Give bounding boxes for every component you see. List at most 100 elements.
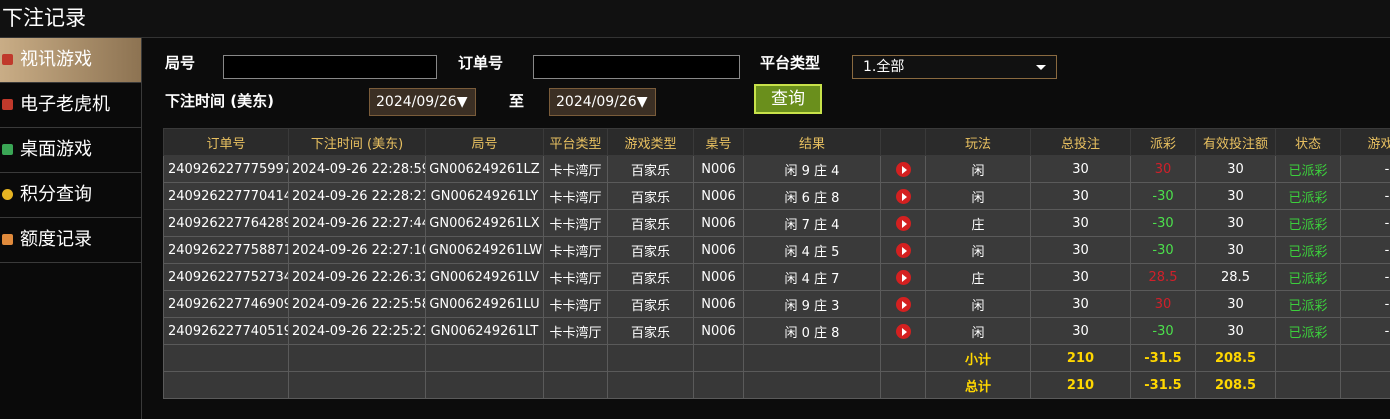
table-cell: 闲 6 庄 8 (743, 182, 881, 210)
sidebar-item[interactable]: 桌面游戏 (0, 128, 141, 173)
play-button[interactable] (895, 269, 911, 285)
table-cell: N006 (693, 236, 744, 264)
table-cell: 卡卡湾厅 (543, 236, 608, 264)
content: 局号 订单号 平台类型 1.全部 下注时间 (美东) 2024/09/26▼ 至… (143, 38, 1390, 419)
end-date[interactable]: 2024/09/26▼ (549, 88, 656, 116)
play-button[interactable] (895, 242, 911, 258)
table-cell: 30 (1130, 155, 1196, 183)
table-cell: 已派彩 (1275, 263, 1341, 291)
empty-cell (693, 371, 744, 399)
sidebar-item[interactable]: 视讯游戏 (0, 38, 141, 83)
icon-cell (880, 263, 926, 291)
sidebar-item[interactable]: 额度记录 (0, 218, 141, 263)
empty-cell (1340, 344, 1390, 372)
table-cell: - (1340, 236, 1390, 264)
table-cell: 已派彩 (1275, 236, 1341, 264)
table-cell: 百家乐 (607, 263, 694, 291)
platform-select[interactable]: 1.全部 (852, 55, 1057, 79)
total-valid-bet: 208.5 (1195, 371, 1276, 399)
table-cell: 240926227764289 (163, 209, 289, 237)
empty-cell (288, 344, 426, 372)
start-date[interactable]: 2024/09/26▼ (369, 88, 476, 116)
empty-cell (607, 344, 694, 372)
table-cell: 2024-09-26 22:25:58 (288, 290, 426, 318)
empty-cell (743, 371, 881, 399)
empty-cell (425, 371, 544, 399)
table-cell: 240926227770414 (163, 182, 289, 210)
icon-cell (880, 182, 926, 210)
column-header: 状态 (1275, 128, 1341, 156)
round-input[interactable] (223, 55, 437, 79)
empty-cell (1275, 344, 1341, 372)
table-cell: 卡卡湾厅 (543, 155, 608, 183)
table-cell: 30 (1030, 209, 1131, 237)
table-cell: - (1340, 182, 1390, 210)
table-row: 240926227746909 2024-09-26 22:25:58 GN0062… (163, 290, 1390, 318)
table-cell: 卡卡湾厅 (543, 263, 608, 291)
empty-cell (1275, 371, 1341, 399)
column-header: 桌号 (693, 128, 744, 156)
table-cell: 闲 (925, 155, 1031, 183)
table-cell: 240926227746909 (163, 290, 289, 318)
column-header: 下注时间 (美东) (288, 128, 426, 156)
order-input[interactable] (533, 55, 740, 79)
table-cell: N006 (693, 317, 744, 345)
empty-cell (543, 371, 608, 399)
table-cell: 闲 9 庄 3 (743, 290, 881, 318)
subtotal-label: 小计 (925, 344, 1031, 372)
table-wrap: 订单号 下注时间 (美东) 局号 平台类型 游戏类型 桌号 结果 玩法 总投注 派彩 有效投注额 状态… (163, 128, 1390, 400)
column-header: 游戏桌 (1340, 128, 1390, 156)
table-cell: 闲 4 庄 5 (743, 236, 881, 264)
table-cell: GN006249261LT (425, 317, 544, 345)
sidebar-item[interactable]: 电子老虎机 (0, 83, 141, 128)
table-cell: 闲 (925, 182, 1031, 210)
empty-cell (880, 371, 926, 399)
table-cell: 30 (1195, 317, 1276, 345)
play-button[interactable] (895, 188, 911, 204)
play-button[interactable] (895, 323, 911, 339)
table-cell: 30 (1195, 236, 1276, 264)
play-button[interactable] (895, 161, 911, 177)
column-header: 订单号 (163, 128, 289, 156)
table-cell: 卡卡湾厅 (543, 317, 608, 345)
empty-cell (425, 344, 544, 372)
table-cell: N006 (693, 290, 744, 318)
table-cell: - (1340, 155, 1390, 183)
table-cell: 卡卡湾厅 (543, 290, 608, 318)
play-button[interactable] (895, 296, 911, 312)
sidebar-item[interactable]: 积分查询 (0, 173, 141, 218)
column-header: 局号 (425, 128, 544, 156)
table-cell: 2024-09-26 22:27:44 (288, 209, 426, 237)
table-cell: 240926227775997 (163, 155, 289, 183)
sidebar: 视讯游戏 电子老虎机 桌面游戏 积分查询 额度记录 (0, 38, 142, 419)
table-cell: 30 (1030, 317, 1131, 345)
table-cell: GN006249261LZ (425, 155, 544, 183)
table-cell: GN006249261LW (425, 236, 544, 264)
column-header: 平台类型 (543, 128, 608, 156)
table-row: 240926227764289 2024-09-26 22:27:44 GN0062… (163, 209, 1390, 237)
table-cell: 30 (1030, 182, 1131, 210)
icon-cell (880, 290, 926, 318)
table-cell: 30 (1030, 155, 1131, 183)
table-cell: - (1340, 317, 1390, 345)
table-row: 240926227775997 2024-09-26 22:28:59 GN0062… (163, 155, 1390, 183)
table-cell: 30 (1030, 263, 1131, 291)
play-button[interactable] (895, 215, 911, 231)
table-cell: -30 (1130, 182, 1196, 210)
subtotal-payout: -31.5 (1130, 344, 1196, 372)
subtotal-row: 小计 210 -31.5 208.5 (163, 344, 1390, 372)
query-button[interactable]: 查询 (754, 84, 822, 114)
column-header: 玩法 (925, 128, 1031, 156)
subtotal-valid-bet: 208.5 (1195, 344, 1276, 372)
table-cell: 240926227740519 (163, 317, 289, 345)
table-cell: 闲 (925, 317, 1031, 345)
column-header: 派彩 (1130, 128, 1196, 156)
table-cell: GN006249261LX (425, 209, 544, 237)
table-cell: N006 (693, 182, 744, 210)
table-row: 240926227752734 2024-09-26 22:26:32 GN0062… (163, 263, 1390, 291)
icon-cell (880, 155, 926, 183)
empty-cell (1340, 371, 1390, 399)
table-row: 240926227770414 2024-09-26 22:28:21 GN0062… (163, 182, 1390, 210)
